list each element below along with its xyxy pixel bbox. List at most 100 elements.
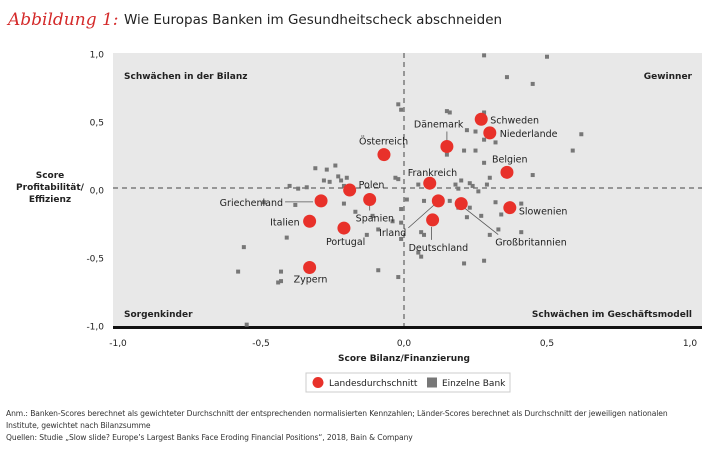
x-axis-line xyxy=(113,326,702,329)
bank-point xyxy=(341,201,346,206)
figure-label: Abbildung 1: xyxy=(6,10,119,30)
country-point xyxy=(343,183,357,197)
bank-point xyxy=(487,232,492,237)
bank-point xyxy=(364,232,369,237)
footnote: Institute, gewichtet nach Bilanzsumme xyxy=(6,421,151,430)
bank-point xyxy=(473,148,478,153)
bank-point xyxy=(479,213,484,218)
bank-point xyxy=(530,173,535,178)
bank-point xyxy=(404,197,409,202)
country-label: Italien xyxy=(270,217,300,228)
bank-point xyxy=(459,178,464,183)
quadrant-bottom-right: Schwächen im Geschäftsmodell xyxy=(532,310,692,320)
bank-point xyxy=(462,148,467,153)
y-tick-label: -0,5 xyxy=(86,255,104,265)
bank-point xyxy=(416,250,421,255)
y-tick-label: 1,0 xyxy=(90,51,105,61)
bank-point xyxy=(579,132,584,137)
bank-point xyxy=(276,280,281,285)
legend-square-icon xyxy=(427,377,437,388)
bank-point xyxy=(241,245,246,250)
legend-box xyxy=(305,372,511,393)
country-point xyxy=(503,201,517,215)
y-axis-title-line: Profitabilität/ xyxy=(16,183,85,193)
plot-background xyxy=(113,53,702,326)
source-note: Quellen: Studie „Slow slide? Europe’s La… xyxy=(6,433,413,442)
country-point xyxy=(474,112,488,126)
country-point xyxy=(303,261,317,275)
country-label: Slowenien xyxy=(519,207,568,218)
bank-point xyxy=(419,230,424,235)
country-label: Deutschland xyxy=(409,243,469,254)
bank-point xyxy=(336,174,341,179)
bank-point xyxy=(453,182,458,187)
country-point xyxy=(500,165,514,179)
country-label: Niederlande xyxy=(500,129,558,140)
x-tick-label: -1,0 xyxy=(109,339,127,349)
bank-point xyxy=(244,322,249,327)
country-label: Irland xyxy=(379,228,406,239)
country-point xyxy=(337,221,351,235)
bank-point xyxy=(376,268,381,273)
bank-point xyxy=(482,160,487,165)
bank-point xyxy=(464,215,469,220)
bank-point xyxy=(339,178,344,183)
bank-point xyxy=(422,198,427,203)
bank-point xyxy=(396,177,401,182)
bank-point xyxy=(545,54,549,59)
bank-point xyxy=(519,230,524,235)
bank-point xyxy=(499,212,504,217)
bank-point xyxy=(467,181,472,186)
country-point xyxy=(363,193,377,207)
country-label: Großbritannien xyxy=(495,238,567,249)
bank-point xyxy=(482,258,487,263)
bank-point xyxy=(236,269,241,274)
bank-point xyxy=(327,179,332,184)
country-point xyxy=(423,176,437,190)
leader-line xyxy=(408,203,436,229)
bank-point xyxy=(444,109,449,114)
bank-point xyxy=(416,182,421,187)
x-axis-title: Score Bilanz/Finanzierung xyxy=(338,354,470,364)
bank-point xyxy=(341,183,346,188)
bank-point xyxy=(570,148,575,153)
y-axis-title-line: Effizienz xyxy=(29,195,71,205)
country-label: Österreich xyxy=(359,137,408,148)
bank-point xyxy=(447,110,452,115)
country-point xyxy=(314,194,328,208)
bank-point xyxy=(396,275,401,280)
bank-point xyxy=(476,189,481,194)
bank-point xyxy=(399,107,404,112)
legend-circle-icon xyxy=(312,377,324,388)
bank-point xyxy=(482,110,487,115)
bank-point xyxy=(493,140,498,145)
bank-point xyxy=(261,200,266,205)
bank-point xyxy=(399,207,404,212)
bank-point xyxy=(456,186,461,191)
country-label: Spanien xyxy=(356,214,394,225)
country-label: Zypern xyxy=(294,275,328,286)
x-tick-label: 1,0 xyxy=(683,339,698,349)
bank-point xyxy=(462,261,467,266)
bank-point xyxy=(304,185,309,190)
country-label: Frankreich xyxy=(408,168,457,179)
bank-point xyxy=(293,202,298,207)
y-tick-label: 0,5 xyxy=(90,119,104,129)
bank-point xyxy=(279,279,284,284)
bank-point xyxy=(467,205,472,210)
y-tick-label: 0,0 xyxy=(90,187,105,197)
country-label: Griechenland xyxy=(220,198,283,209)
bank-point xyxy=(324,167,329,172)
bank-point xyxy=(519,201,524,206)
x-tick-label: 0,5 xyxy=(540,339,554,349)
bank-point xyxy=(504,75,509,80)
country-point xyxy=(440,139,454,153)
country-label: Polen xyxy=(359,180,385,191)
bank-point xyxy=(393,175,398,180)
bank-point xyxy=(321,178,326,183)
bank-point xyxy=(370,213,375,218)
x-tick-label: -0,5 xyxy=(252,339,270,349)
country-point xyxy=(483,126,497,140)
bank-point xyxy=(313,166,318,171)
